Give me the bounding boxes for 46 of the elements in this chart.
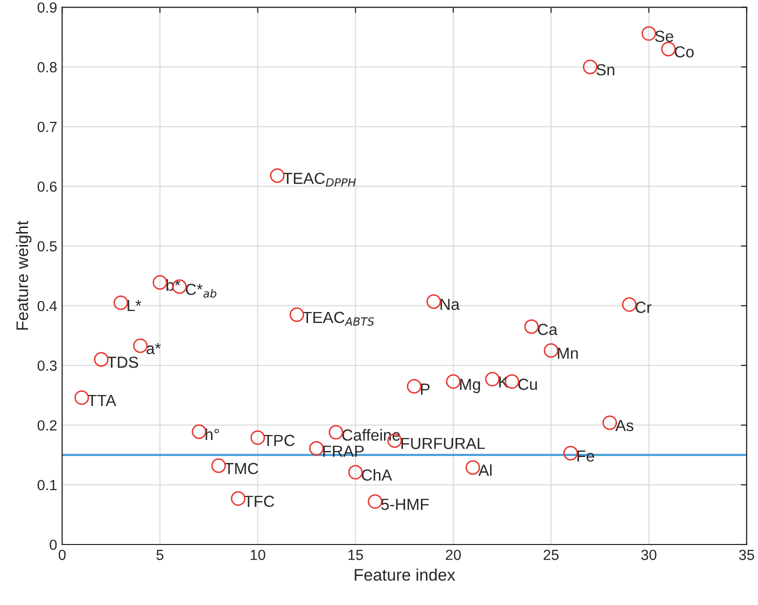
annotation: Na bbox=[440, 298, 460, 310]
x-tick-label: 10 bbox=[250, 550, 266, 560]
x-tick-label: 0 bbox=[58, 550, 66, 560]
annotation: L* bbox=[128, 300, 142, 312]
annotation: TEAC$_{ABTS}$ bbox=[302, 312, 374, 326]
y-tick-label: 0.6 bbox=[38, 181, 57, 192]
y-tick-label: 0.4 bbox=[38, 300, 57, 312]
x-tick-label: 20 bbox=[446, 550, 461, 560]
annotation: 5-HMF bbox=[381, 498, 429, 510]
y-tick-label: 0.9 bbox=[38, 2, 57, 13]
annotation: TTA bbox=[88, 394, 116, 406]
annotation: a* bbox=[146, 343, 161, 354]
y-tick-label: 0.7 bbox=[38, 122, 57, 132]
x-tick-label: 15 bbox=[348, 550, 363, 560]
annotation: P bbox=[421, 384, 430, 395]
annotation: Sn bbox=[596, 64, 614, 76]
annotation: Ca bbox=[538, 324, 558, 336]
annotation: FURFURAL bbox=[401, 438, 485, 450]
annotation: h° bbox=[206, 428, 219, 440]
y-tick-label: 0.8 bbox=[38, 62, 57, 72]
annotation: Cu bbox=[518, 378, 537, 390]
annotation: C*$_{ab}$ bbox=[186, 284, 216, 298]
annotation: Se bbox=[655, 30, 674, 42]
annotation: Mg bbox=[460, 378, 480, 394]
annotation: ChA bbox=[362, 468, 392, 481]
annotation: TEAC$_{DPPH}$ bbox=[283, 172, 356, 186]
annotation: Co bbox=[674, 46, 694, 58]
y-tick-label: 0 bbox=[50, 540, 57, 550]
y-tick-label: 0.5 bbox=[38, 241, 57, 252]
y-tick-label: 0.3 bbox=[38, 360, 57, 371]
y-axis-title: Feature weight bbox=[16, 220, 32, 330]
x-tick-label: 30 bbox=[641, 550, 656, 560]
annotation: As bbox=[615, 420, 634, 432]
x-tick-label: 35 bbox=[739, 550, 754, 560]
annotation: Mn bbox=[558, 348, 578, 359]
x-tick-label: 25 bbox=[544, 550, 559, 560]
x-tick-label: 5 bbox=[156, 550, 164, 560]
y-tick-label: 0.1 bbox=[38, 480, 57, 490]
annotation: Cr bbox=[636, 302, 652, 313]
annotation: TDS bbox=[107, 356, 138, 368]
annotation: Al bbox=[478, 464, 492, 476]
annotation: TPC bbox=[264, 434, 295, 446]
x-axis-title: Feature index bbox=[354, 568, 456, 581]
annotation: TMC bbox=[224, 462, 258, 474]
y-tick-label: 0.2 bbox=[38, 420, 57, 431]
annotation: TFC bbox=[244, 496, 274, 507]
